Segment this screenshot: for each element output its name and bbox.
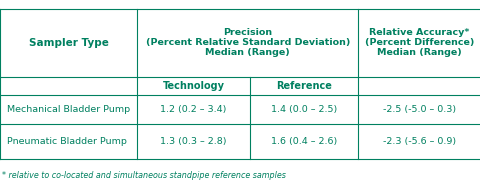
Text: -2.3 (-5.6 – 0.9): -2.3 (-5.6 – 0.9): [382, 137, 456, 146]
Text: Relative Accuracy*
(Percent Difference)
Median (Range): Relative Accuracy* (Percent Difference) …: [364, 28, 473, 57]
Text: -2.5 (-5.0 – 0.3): -2.5 (-5.0 – 0.3): [382, 105, 456, 114]
Text: 1.6 (0.4 – 2.6): 1.6 (0.4 – 2.6): [271, 137, 336, 146]
Text: Technology: Technology: [162, 81, 224, 91]
Text: Mechanical Bladder Pump: Mechanical Bladder Pump: [7, 105, 130, 114]
Text: Precision
(Percent Relative Standard Deviation)
Median (Range): Precision (Percent Relative Standard Dev…: [145, 28, 349, 57]
Text: Reference: Reference: [276, 81, 332, 91]
Text: Sampler Type: Sampler Type: [28, 38, 108, 47]
Text: Pneumatic Bladder Pump: Pneumatic Bladder Pump: [7, 137, 127, 146]
Text: 1.4 (0.0 – 2.5): 1.4 (0.0 – 2.5): [271, 105, 336, 114]
Text: 1.2 (0.2 – 3.4): 1.2 (0.2 – 3.4): [160, 105, 226, 114]
Text: * relative to co-located and simultaneous standpipe reference samples: * relative to co-located and simultaneou…: [2, 171, 286, 180]
Text: 1.3 (0.3 – 2.8): 1.3 (0.3 – 2.8): [160, 137, 227, 146]
